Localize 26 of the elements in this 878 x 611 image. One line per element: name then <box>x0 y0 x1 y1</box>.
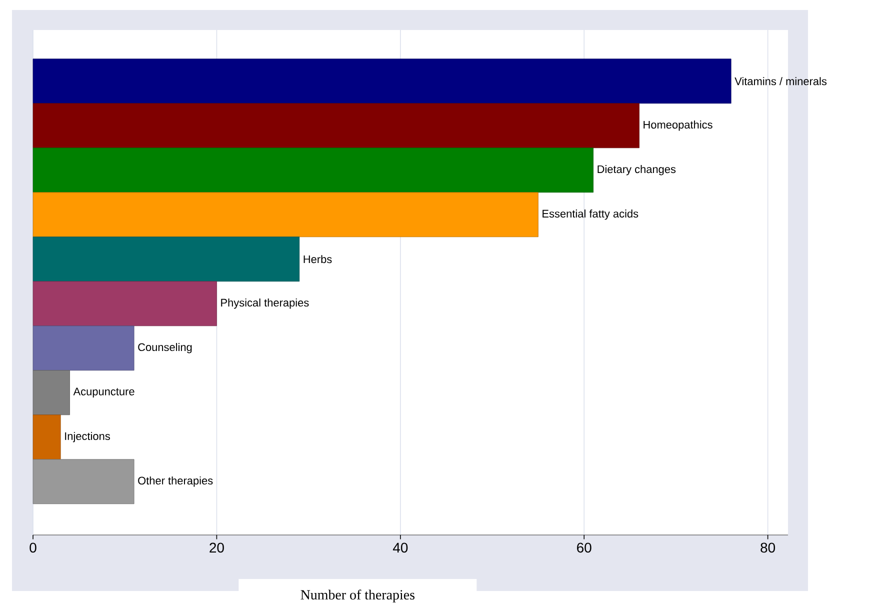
bar <box>32 326 134 371</box>
y-tick-label: Vitamins / minerals <box>734 77 827 86</box>
y-tick-label: Counseling <box>138 343 192 354</box>
x-tick-label: 20 <box>210 542 224 553</box>
y-tick-label: Dietary changes <box>598 165 676 176</box>
y-tick-label: Injections <box>65 432 110 442</box>
y-tick-label: Herbs <box>304 255 332 264</box>
y-tick-label: Essential fatty acids <box>542 210 638 220</box>
bar <box>32 192 538 238</box>
bar <box>32 236 300 282</box>
y-tick-label: Acupuncture <box>73 388 134 398</box>
bar <box>32 58 732 104</box>
x-tick-label: 80 <box>760 542 776 553</box>
bar <box>32 281 217 326</box>
bar <box>32 459 134 504</box>
bar <box>32 148 594 193</box>
bar <box>32 414 61 460</box>
x-axis-title: Number of therapies <box>300 590 414 602</box>
y-tick-label: Other therapies <box>138 476 213 487</box>
x-tick-label: 0 <box>30 542 36 553</box>
x-tick-label: 40 <box>392 542 408 553</box>
y-tick-label: Homeopathics <box>644 120 712 131</box>
bar <box>32 370 70 416</box>
x-tick-label: 60 <box>577 542 592 553</box>
bar <box>32 103 640 148</box>
y-tick-label: Physical therapies <box>221 298 309 309</box>
